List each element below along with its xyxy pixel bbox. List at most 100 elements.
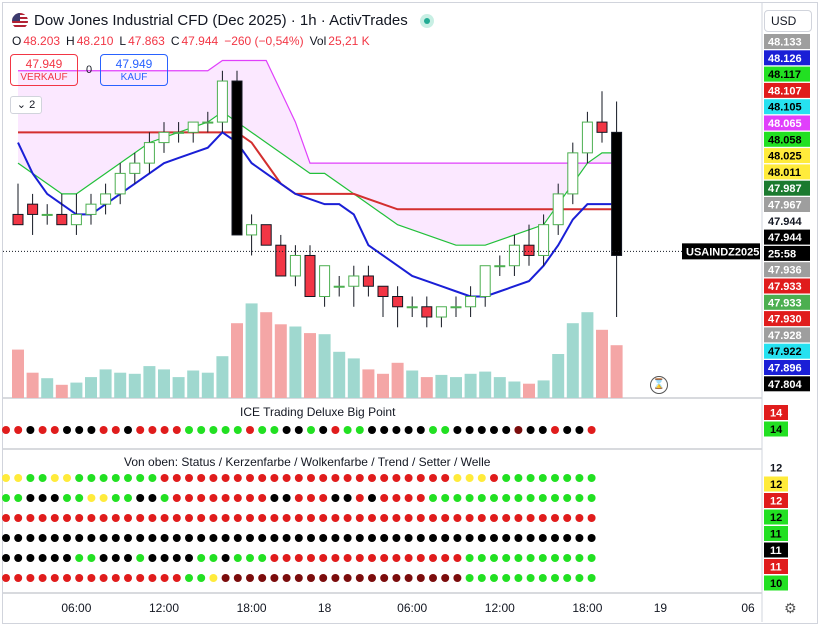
price-axis-label: 47.944 xyxy=(764,213,810,229)
volume-bar xyxy=(318,334,331,398)
candle xyxy=(56,193,68,226)
clock-icon[interactable]: ⌛ xyxy=(650,376,668,394)
signal-dot xyxy=(160,474,169,482)
signal-dot xyxy=(63,574,71,582)
buy-button[interactable]: 47.949 KAUF xyxy=(100,54,168,86)
signal-dot xyxy=(490,574,498,582)
signal-dot xyxy=(404,494,413,502)
signal-dot xyxy=(368,494,376,502)
signal-dot xyxy=(75,574,84,582)
signal-dot xyxy=(319,514,328,522)
signal-dot xyxy=(148,426,157,434)
signal-dot xyxy=(38,474,47,482)
price-label-text: 47.933 xyxy=(768,281,802,293)
price-label-text: 48.133 xyxy=(768,37,802,49)
big-point-panel-title: ICE Trading Deluxe Big Point xyxy=(240,405,396,419)
signal-dot xyxy=(136,494,145,502)
rows-axis-label: 12 xyxy=(764,476,788,492)
signal-dot xyxy=(538,554,547,562)
volume-bar xyxy=(114,372,127,398)
signal-dot xyxy=(502,534,511,542)
candle-body xyxy=(85,203,97,215)
candle-body xyxy=(450,306,462,309)
signal-dot xyxy=(172,554,181,562)
candle-body xyxy=(392,296,404,308)
signal-dot xyxy=(465,494,474,502)
signal-dot xyxy=(63,426,71,434)
volume-bar xyxy=(216,356,229,398)
candle-body xyxy=(494,265,506,268)
candle xyxy=(450,296,462,318)
signal-dot xyxy=(258,574,267,582)
signal-dot xyxy=(319,534,328,542)
rows-axis-label: 12 xyxy=(764,509,788,525)
panel-label-bg xyxy=(764,476,788,492)
candle-body xyxy=(479,265,491,298)
low-value: 47.863 xyxy=(128,34,165,48)
price-label-bg xyxy=(764,197,810,212)
signal-dot xyxy=(99,494,108,502)
signal-dot xyxy=(270,574,279,582)
price-label-bg xyxy=(764,294,810,310)
signal-dot xyxy=(233,554,242,562)
candle xyxy=(523,224,535,266)
panel-label-text: 10 xyxy=(770,578,782,590)
signal-dot xyxy=(441,514,450,522)
signal-dot xyxy=(148,494,157,502)
signal-dot xyxy=(392,426,401,434)
signal-dot xyxy=(14,494,23,502)
candle xyxy=(100,183,112,215)
signal-dot xyxy=(477,426,486,434)
signal-dot xyxy=(343,494,352,502)
price-axis-label: 47.933 xyxy=(764,278,810,294)
signal-dot xyxy=(26,554,35,562)
signal-dot xyxy=(502,574,511,582)
currency-select[interactable]: USD xyxy=(764,10,812,32)
price-axis-label: 47.896 xyxy=(764,360,810,375)
signal-dot xyxy=(209,574,218,582)
signal-dot xyxy=(38,426,47,434)
indicators-collapse-button[interactable]: ⌄ 2 xyxy=(10,96,42,114)
price-label-bg xyxy=(764,229,810,245)
volume-bar xyxy=(377,373,389,398)
signal-dot xyxy=(331,494,340,502)
signal-dot xyxy=(368,514,376,522)
price-axis-label: 48.126 xyxy=(764,50,810,66)
signal-dot xyxy=(26,534,35,542)
volume-bar xyxy=(260,312,273,398)
signal-dot xyxy=(575,514,584,522)
signal-dot xyxy=(160,554,169,562)
signal-dot xyxy=(368,474,376,482)
candle-body xyxy=(596,121,608,133)
price-label-text: 25:58 xyxy=(768,248,796,260)
signal-dot xyxy=(392,554,401,562)
candle-body xyxy=(567,152,579,195)
candle xyxy=(216,70,228,133)
candle-body xyxy=(216,80,228,123)
signal-dot xyxy=(124,474,132,482)
sell-button[interactable]: 47.949 VERKAUF xyxy=(10,54,78,86)
candle xyxy=(85,193,97,225)
volume-bar xyxy=(274,324,287,398)
signal-dot xyxy=(87,494,96,502)
panel-label-text: 14 xyxy=(770,408,783,420)
signal-dot xyxy=(172,474,181,482)
price-label-text: 47.928 xyxy=(768,330,802,342)
price-label-bg xyxy=(764,66,810,82)
signal-dot xyxy=(270,494,279,502)
signal-dot xyxy=(294,514,303,522)
signal-dot xyxy=(453,554,462,562)
signal-dot xyxy=(404,574,413,582)
candle-body xyxy=(27,203,39,215)
settings-gear-icon[interactable]: ⚙ xyxy=(784,600,797,616)
signal-dot xyxy=(172,514,181,522)
signal-dot xyxy=(514,474,523,482)
volume-bar xyxy=(333,351,346,398)
signal-dot xyxy=(99,574,108,582)
candle-body xyxy=(406,306,418,309)
symbol-title[interactable]: Dow Jones Industrial CFD (Dec 2025) · 1h… xyxy=(34,12,408,29)
signal-dot xyxy=(355,514,364,522)
candle xyxy=(12,183,24,226)
signal-dot xyxy=(453,514,462,522)
